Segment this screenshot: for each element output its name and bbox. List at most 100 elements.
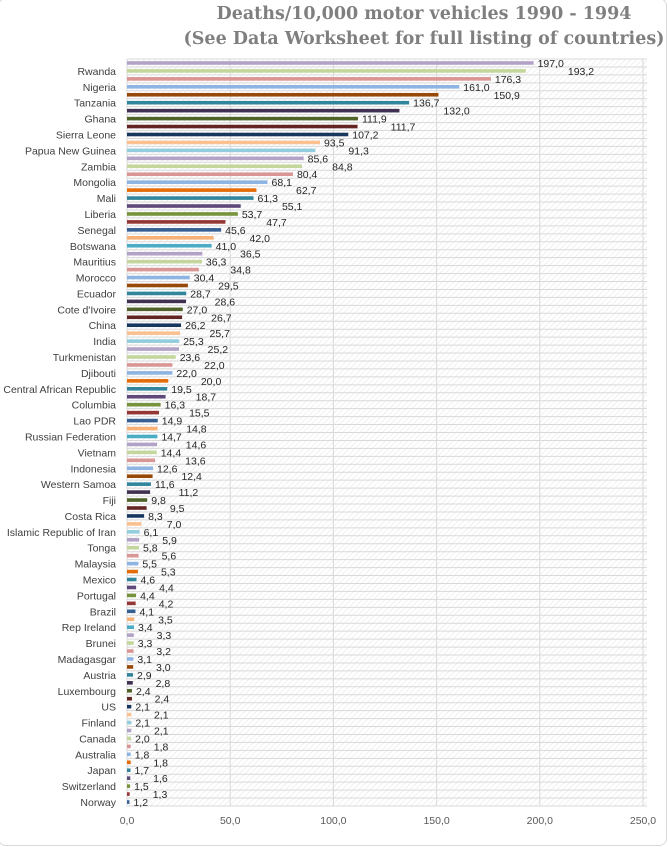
category-label: Morocco xyxy=(76,273,116,285)
bar xyxy=(127,116,358,121)
data-label: 55,1 xyxy=(282,201,303,213)
x-tick-label: 0,0 xyxy=(120,815,135,827)
data-label: 4,6 xyxy=(140,575,155,587)
data-label: 18,7 xyxy=(196,392,217,404)
data-label: 29,5 xyxy=(218,280,239,292)
bar xyxy=(127,212,238,216)
data-label: 14,9 xyxy=(162,416,183,428)
category-label: Cote d'Ivoire xyxy=(57,304,116,316)
category-label: Canada xyxy=(79,733,116,745)
data-label: 5,8 xyxy=(143,543,158,555)
category-label: Ghana xyxy=(84,114,116,126)
data-label: 2,1 xyxy=(154,710,169,722)
bar xyxy=(127,665,134,669)
bar xyxy=(127,236,214,240)
data-label: 2,0 xyxy=(135,733,150,745)
bar xyxy=(127,744,131,749)
category-label: Finland xyxy=(82,718,117,730)
data-label: 5,3 xyxy=(161,567,176,579)
data-label: 3,1 xyxy=(137,654,152,666)
bar xyxy=(127,92,439,97)
data-label: 2,1 xyxy=(135,718,150,730)
bar xyxy=(127,585,137,590)
data-label: 22,0 xyxy=(176,368,197,380)
data-label: 11,2 xyxy=(179,487,199,499)
bar xyxy=(127,474,153,479)
bar xyxy=(127,132,349,137)
bar xyxy=(127,77,491,81)
bar xyxy=(127,291,187,296)
x-tick-label: 50,0 xyxy=(220,815,241,827)
data-label: 45,6 xyxy=(225,225,246,237)
data-label: 22,0 xyxy=(204,360,225,372)
data-label: 2,1 xyxy=(154,726,169,738)
data-label: 150,9 xyxy=(494,90,520,102)
bar xyxy=(127,704,132,709)
bar xyxy=(127,649,134,653)
data-label: 5,6 xyxy=(162,551,177,563)
data-label: 5,5 xyxy=(142,559,157,571)
category-label: Portugal xyxy=(77,590,116,602)
data-label: 111,9 xyxy=(362,114,387,126)
category-label: Senegal xyxy=(77,225,116,237)
data-label: 27,0 xyxy=(187,304,208,316)
bar xyxy=(127,514,145,518)
bar xyxy=(127,267,199,272)
category-label: Rwanda xyxy=(77,66,116,78)
data-label: 25,7 xyxy=(210,328,231,340)
data-label: 4,4 xyxy=(159,582,174,594)
data-label: 14,6 xyxy=(186,439,207,451)
bar xyxy=(127,633,134,637)
bar xyxy=(127,498,148,502)
bar xyxy=(127,148,316,153)
data-label: 23,6 xyxy=(180,352,201,364)
category-label: Botswana xyxy=(70,241,116,253)
bar xyxy=(127,625,135,629)
bar xyxy=(127,164,303,169)
bar xyxy=(127,339,180,343)
category-label: Rep Ireland xyxy=(62,622,116,634)
data-label: 12,6 xyxy=(157,463,178,475)
bar xyxy=(127,251,203,256)
bar xyxy=(127,696,132,701)
category-label: Mali xyxy=(97,193,116,205)
data-label: 2,8 xyxy=(156,678,171,690)
bar xyxy=(127,728,132,733)
category-label: Islamic Republic of Iran xyxy=(7,527,116,539)
data-label: 1,8 xyxy=(153,757,168,769)
bar xyxy=(127,736,132,741)
data-label: 84,8 xyxy=(332,161,353,173)
bar xyxy=(127,355,176,359)
data-label: 1,8 xyxy=(135,749,150,761)
data-label: 28,6 xyxy=(215,296,236,308)
bar xyxy=(127,386,168,391)
data-label: 26,2 xyxy=(185,320,206,332)
bar xyxy=(127,315,183,320)
category-label: Djibouti xyxy=(81,368,116,380)
category-label: Brunei xyxy=(86,638,116,650)
data-label: 4,4 xyxy=(140,590,155,602)
plot-area: 0,0 50,0 100,0 150,0 200,0 250,0 197,0 193,2 Rwa… xyxy=(3,58,656,827)
bar xyxy=(127,418,158,423)
x-tick-label: 200,0 xyxy=(527,815,553,827)
category-label: Mongolia xyxy=(73,177,116,189)
data-label: 68,1 xyxy=(272,177,293,189)
data-label: 14,8 xyxy=(186,424,207,436)
data-label: 2,4 xyxy=(136,686,151,698)
data-label: 107,2 xyxy=(352,129,378,141)
data-label: 6,1 xyxy=(144,527,159,539)
category-label: Australia xyxy=(75,749,116,761)
bar xyxy=(127,426,158,431)
category-label: Central African Republic xyxy=(3,384,116,396)
data-label: 1,5 xyxy=(134,781,149,793)
category-label: Zambia xyxy=(81,161,116,173)
bar xyxy=(127,688,132,693)
category-label: Luxembourg xyxy=(58,686,117,698)
bar xyxy=(127,681,133,685)
data-label: 28,7 xyxy=(190,288,211,300)
data-label: 9,5 xyxy=(170,503,185,515)
bar xyxy=(127,402,161,407)
data-label: 5,9 xyxy=(162,535,177,547)
bar xyxy=(127,466,154,471)
